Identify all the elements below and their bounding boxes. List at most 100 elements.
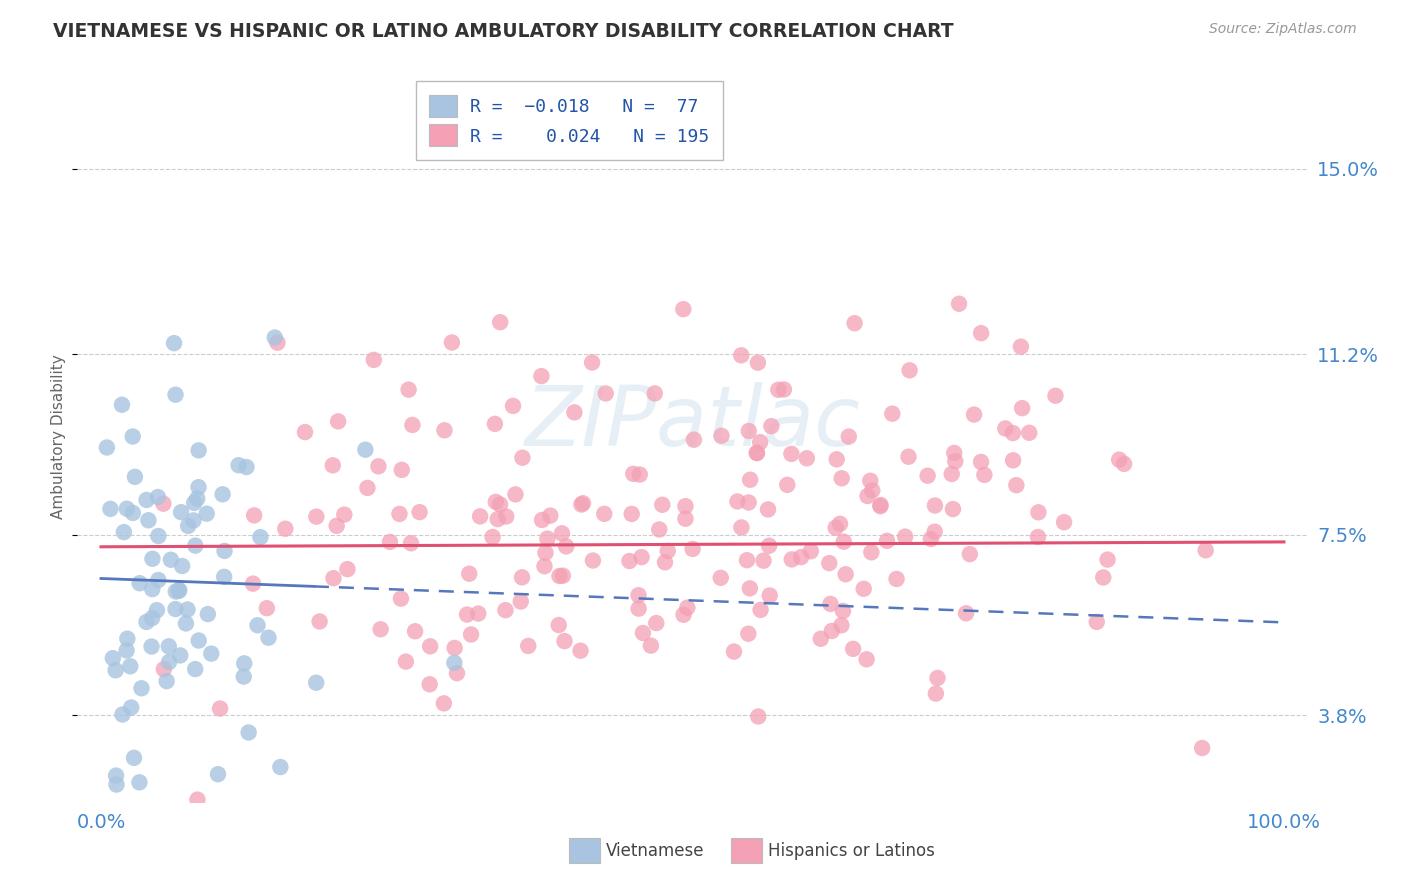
Point [730, 520, 752, 534]
Point [536, 532, 558, 546]
Point [758, 589, 780, 603]
Point [197, 607, 219, 621]
Point [207, 767, 229, 781]
Point [530, 369, 553, 384]
Point [512, 450, 534, 465]
Point [970, 326, 993, 340]
Point [481, 530, 503, 544]
Point [657, 544, 679, 558]
Point [654, 555, 676, 569]
Point [200, 647, 222, 661]
Point [1002, 453, 1025, 467]
Point [510, 570, 533, 584]
Point [121, 429, 143, 443]
Point [738, 424, 761, 438]
Point [761, 419, 783, 434]
Point [844, 316, 866, 330]
Point [898, 363, 921, 377]
Point [738, 582, 761, 596]
Point [740, 473, 762, 487]
Point [882, 407, 904, 421]
Point [1097, 552, 1119, 566]
Point [855, 652, 877, 666]
Text: ZIPatlас: ZIPatlас [524, 382, 860, 463]
Point [1010, 340, 1032, 354]
Point [710, 429, 733, 443]
Point [333, 508, 356, 522]
Point [169, 648, 191, 663]
Point [446, 666, 468, 681]
Point [869, 499, 891, 513]
Point [1018, 425, 1040, 440]
Point [186, 491, 208, 506]
Point [101, 651, 124, 665]
Point [209, 701, 232, 715]
Point [157, 640, 180, 654]
Point [994, 421, 1017, 435]
Point [263, 330, 285, 344]
Point [186, 792, 208, 806]
Point [672, 607, 695, 622]
Point [828, 516, 851, 531]
Point [651, 498, 673, 512]
Point [111, 707, 134, 722]
Point [1028, 505, 1050, 519]
Point [112, 525, 135, 540]
Point [758, 539, 780, 553]
Point [141, 551, 163, 566]
Point [621, 467, 644, 481]
Point [184, 662, 207, 676]
Point [834, 567, 856, 582]
Point [489, 315, 512, 329]
Point [395, 655, 418, 669]
Text: Source: ZipAtlas.com: Source: ZipAtlas.com [1209, 22, 1357, 37]
Point [187, 480, 209, 494]
Point [104, 663, 127, 677]
Point [105, 778, 128, 792]
Point [564, 405, 586, 419]
Point [631, 626, 654, 640]
Point [509, 594, 531, 608]
Point [495, 603, 517, 617]
Point [572, 496, 595, 510]
Point [534, 546, 557, 560]
Point [157, 655, 180, 669]
Point [141, 640, 163, 654]
Point [468, 509, 491, 524]
Point [128, 576, 150, 591]
Point [165, 387, 187, 401]
Point [484, 417, 506, 431]
Point [747, 709, 769, 723]
Point [924, 524, 946, 539]
Point [138, 513, 160, 527]
Point [571, 498, 593, 512]
Point [443, 640, 465, 655]
Point [876, 533, 898, 548]
Point [1011, 401, 1033, 416]
Point [485, 495, 508, 509]
Point [105, 769, 128, 783]
Point [723, 644, 745, 658]
Point [256, 601, 278, 615]
Point [548, 569, 571, 583]
Point [810, 632, 832, 646]
Point [821, 624, 844, 638]
Point [232, 670, 254, 684]
Point [673, 511, 696, 525]
Point [235, 460, 257, 475]
Point [747, 356, 769, 370]
Point [648, 523, 671, 537]
Point [398, 383, 420, 397]
Point [325, 518, 347, 533]
Point [780, 552, 803, 566]
Point [336, 562, 359, 576]
Point [212, 570, 235, 584]
Point [388, 507, 411, 521]
Point [619, 554, 641, 568]
Point [124, 470, 146, 484]
Point [627, 588, 650, 602]
Point [555, 540, 578, 554]
Point [569, 643, 592, 657]
Point [745, 446, 768, 460]
Point [328, 414, 350, 428]
